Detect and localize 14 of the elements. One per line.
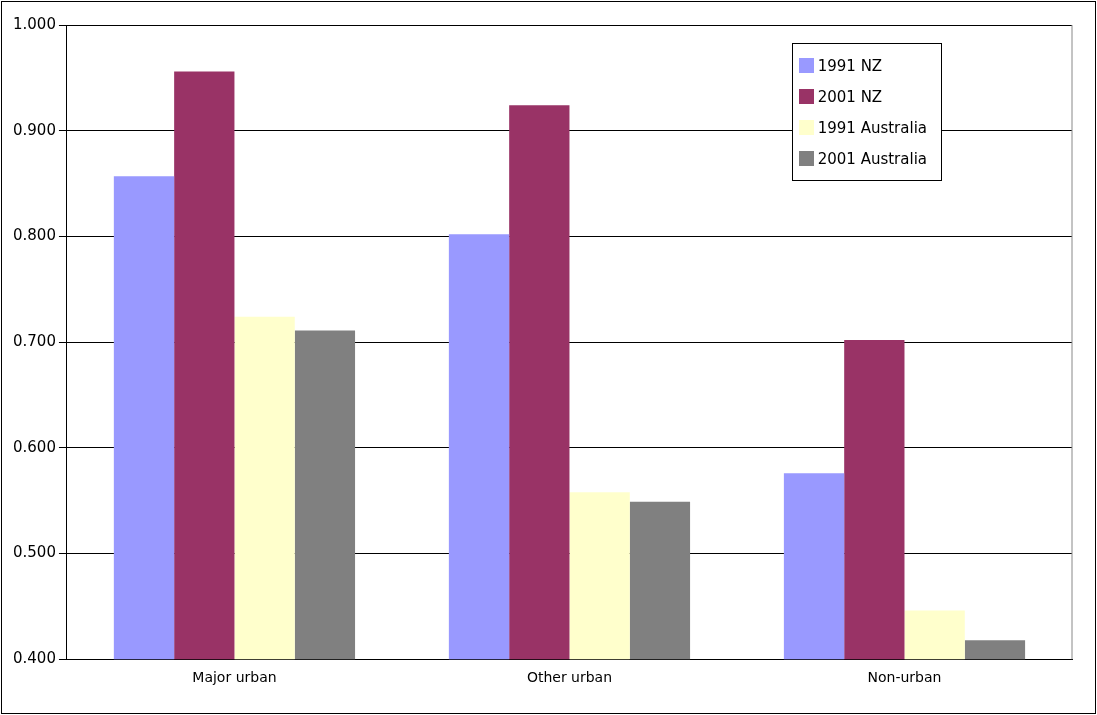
legend-label: 2001 Australia <box>817 149 927 168</box>
y-tick-label: 0.700 <box>12 331 56 350</box>
y-tick-label: 0.500 <box>12 543 56 562</box>
legend-label: 1991 Australia <box>817 118 927 137</box>
legend-label: 2001 NZ <box>817 87 883 106</box>
x-tick-label: Major urban <box>192 669 277 686</box>
legend-label: 1991 NZ <box>817 56 883 75</box>
x-tick-label: Other urban <box>526 669 613 686</box>
y-tick-label: 1.000 <box>12 14 56 33</box>
y-tick-label: 0.600 <box>12 437 56 456</box>
x-tick-label: Non-urban <box>867 669 942 686</box>
y-tick-label: 0.400 <box>12 649 56 668</box>
y-tick-label: 0.800 <box>12 226 56 245</box>
y-tick-label: 0.900 <box>12 120 56 139</box>
